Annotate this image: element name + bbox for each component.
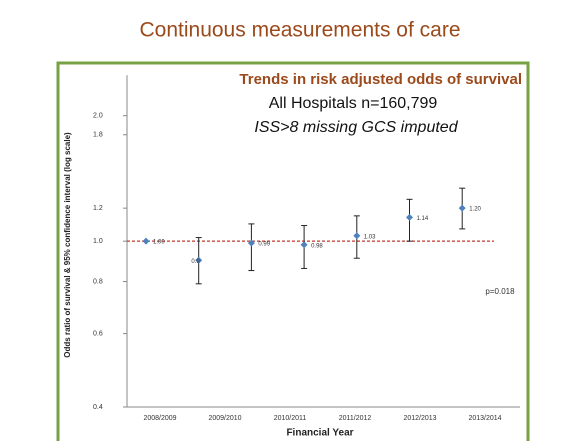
chart-subtitle: All Hospitals n=160,799	[269, 95, 438, 112]
point	[300, 241, 308, 249]
point	[247, 239, 255, 247]
point	[406, 213, 413, 221]
chart-subtitle: ISS>8 missing GCS imputed	[254, 119, 458, 136]
data-label: 1.14	[417, 216, 429, 222]
x-tick-label: 2012/2013	[403, 415, 436, 422]
data-label: 1.20	[469, 207, 481, 213]
chart-frame	[56, 61, 530, 446]
data-label: 1.00	[153, 240, 165, 246]
data-label: 1.03	[364, 234, 376, 240]
y-tick-label: 1.0	[93, 238, 103, 245]
slide-title: Continuous measurements of care	[140, 19, 461, 42]
data-label: 0.9	[191, 259, 200, 265]
point	[353, 232, 361, 240]
y-tick-label: 2.0	[93, 113, 103, 120]
x-tick-label: 2008/2009	[143, 415, 176, 422]
y-tick-label: 0.4	[93, 404, 103, 411]
x-tick-label: 2013/2014	[468, 415, 501, 422]
point	[142, 237, 150, 245]
chart-title: Trends in risk adjusted odds of survival	[239, 71, 522, 88]
point	[458, 204, 466, 212]
y-tick-label: 0.8	[93, 278, 103, 285]
y-tick-label: 0.6	[93, 330, 103, 337]
y-axis-label: Odds ratio of survival & 95% confidence …	[63, 132, 72, 358]
data-label: 0.98	[311, 243, 323, 249]
y-tick-label: 1.8	[93, 132, 103, 139]
x-axis-label: Financial Year	[286, 428, 353, 439]
x-tick-label: 2011/2012	[339, 415, 372, 422]
point	[195, 256, 203, 264]
annotation: p=0.018	[485, 287, 515, 296]
x-tick-label: 2010/2011	[274, 415, 307, 422]
x-tick-label: 2009/2010	[208, 415, 241, 422]
y-tick-label: 1.2	[93, 205, 103, 212]
data-label: 0.99	[258, 242, 270, 248]
